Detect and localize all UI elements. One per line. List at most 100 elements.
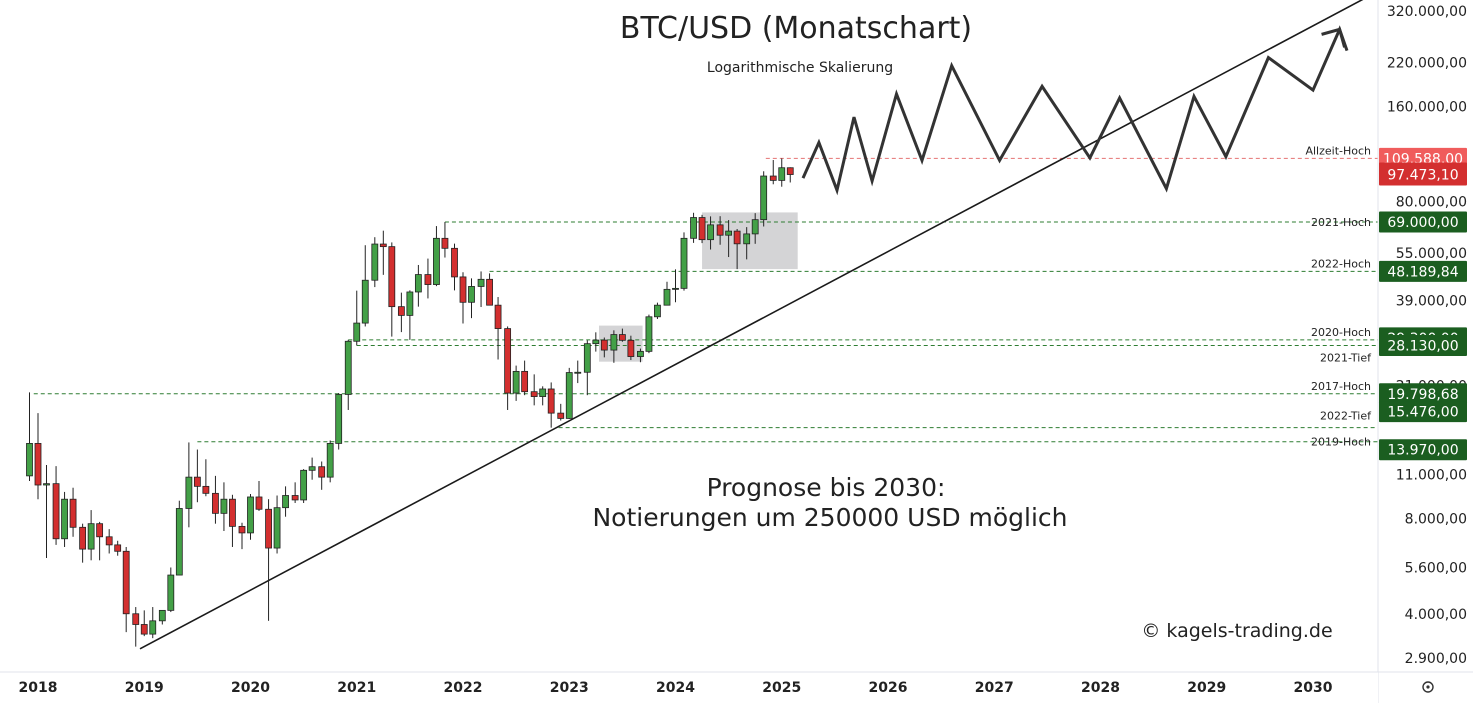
x-tick-label: 2023: [550, 680, 589, 696]
level-price-tag: [1379, 383, 1467, 405]
x-tick-label: 2018: [19, 680, 58, 696]
candle-up: [637, 348, 644, 363]
candle-body: [690, 217, 697, 239]
level-price-tag: [1379, 401, 1467, 423]
candle-body: [105, 536, 113, 546]
consolidation-boxes: [599, 212, 798, 362]
candle-body: [291, 495, 299, 501]
level-name-label: 2021-Hoch: [1311, 216, 1371, 229]
candle-body: [140, 624, 148, 635]
text-layer: BTC/USD (Monatschart) Logarithmische Ska…: [592, 11, 1332, 642]
candle-body: [600, 339, 608, 351]
y-tick-label: 320.000,00: [1387, 4, 1467, 20]
candle-body: [282, 495, 289, 509]
candle-down: [114, 540, 122, 556]
candle-down: [265, 499, 272, 621]
candle-body: [149, 620, 157, 635]
x-tick-label: 2026: [869, 680, 908, 696]
candle-body: [300, 469, 308, 501]
candle-up: [592, 332, 600, 352]
candle-up: [725, 220, 733, 258]
x-tick-label: 2021: [337, 680, 376, 696]
candle-body: [760, 175, 768, 221]
candle-body: [79, 526, 87, 550]
candle-down: [132, 607, 140, 647]
candle-body: [680, 237, 688, 289]
candle-down: [504, 326, 512, 410]
settings-icon[interactable]: [1422, 681, 1434, 693]
x-axis-panel: [0, 672, 1378, 703]
candle-down: [769, 160, 777, 185]
candle-down: [618, 328, 626, 342]
x-tick-label: 2022: [444, 680, 483, 696]
candle-body: [61, 498, 68, 540]
candle-up: [477, 271, 485, 308]
candle-body: [238, 525, 246, 534]
candle-body: [69, 498, 77, 528]
candle-body: [751, 219, 759, 235]
candle-down: [318, 461, 326, 490]
y-tick-label: 39.000,00: [1396, 294, 1467, 310]
candle-up: [220, 482, 228, 532]
forecast-path: [801, 25, 1349, 196]
candle-down: [122, 546, 130, 633]
candle-up: [185, 442, 193, 528]
trendline-layer: [139, 0, 1364, 650]
candle-body: [521, 370, 529, 393]
candle-body: [610, 334, 618, 351]
candle-body: [52, 483, 60, 540]
candle-down: [79, 523, 87, 563]
candle-body: [618, 334, 626, 341]
candle-up: [167, 567, 175, 613]
candle-body: [778, 167, 786, 181]
y-tick-label: 80.000,00: [1396, 195, 1467, 211]
candle-down: [229, 494, 236, 547]
candle-down: [459, 272, 467, 324]
candle-up: [645, 314, 653, 354]
candle-body: [663, 288, 671, 306]
candle-body: [451, 247, 458, 278]
candle-up: [361, 245, 369, 327]
candle-body: [459, 276, 467, 303]
level-name-label: 2021-Tief: [1320, 351, 1372, 364]
candle-body: [583, 343, 591, 373]
candle-body: [326, 443, 334, 478]
level-price-tag: [1379, 211, 1467, 233]
candle-down: [193, 449, 201, 503]
candle-body: [34, 443, 42, 486]
y-tick-label: 11.000,00: [1396, 468, 1467, 484]
candle-body: [698, 217, 706, 241]
candle-up: [760, 171, 768, 227]
candle-up: [583, 340, 591, 396]
candle-body: [530, 391, 538, 397]
candle-down: [388, 242, 396, 337]
candle-body: [433, 237, 440, 285]
candle-body: [132, 613, 140, 625]
candle-up: [610, 330, 618, 363]
level-name-label: 2022-Hoch: [1311, 257, 1371, 270]
candle-down: [627, 335, 635, 361]
candle-down: [379, 230, 387, 275]
candle-body: [565, 372, 573, 419]
forecast-arrowhead: [1321, 27, 1347, 48]
candle-body: [212, 492, 219, 514]
candle-body: [547, 388, 555, 414]
candle-body: [185, 476, 193, 509]
level-price-tag: [1379, 439, 1467, 461]
candle-body: [424, 274, 432, 285]
candle-up: [654, 302, 661, 319]
candle-body: [388, 246, 396, 308]
candle-up: [61, 491, 68, 547]
candle-body: [494, 304, 502, 329]
y-tick-label: 220.000,00: [1387, 56, 1467, 72]
candle-body: [707, 224, 714, 241]
candle-up: [43, 464, 50, 558]
candle-up: [690, 212, 697, 243]
candle-down: [212, 475, 219, 524]
candle-up: [751, 213, 759, 244]
annotation-line-2: Notierungen um 250000 USD möglich: [592, 503, 1067, 532]
candle-down: [96, 521, 104, 561]
candle-body: [468, 286, 475, 303]
